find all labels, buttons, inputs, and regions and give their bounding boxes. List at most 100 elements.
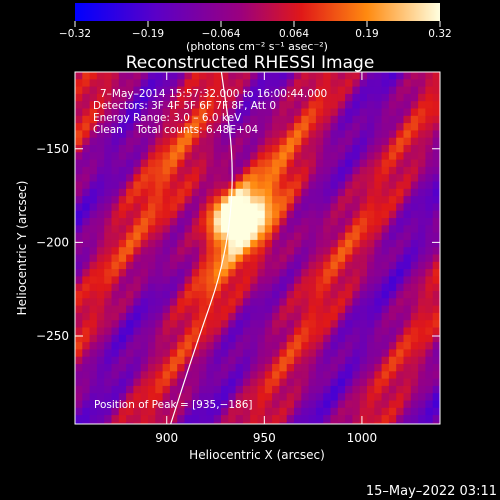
heatmap-cell (148, 364, 156, 372)
heatmap-cell (126, 152, 134, 160)
heatmap-cell (425, 349, 434, 358)
heatmap-cell (345, 334, 353, 343)
heatmap-cell (228, 123, 236, 131)
heatmap-cell (177, 247, 185, 255)
heatmap-cell (235, 225, 244, 233)
heatmap-cell (301, 276, 309, 285)
heatmap-cell (352, 174, 361, 182)
heatmap-cell (111, 261, 120, 270)
heatmap-cell (242, 86, 251, 95)
heatmap-cell (308, 108, 317, 117)
heatmap-cell (155, 130, 163, 139)
heatmap-cell (89, 269, 98, 277)
heatmap-cell (228, 145, 236, 153)
heatmap-cell (279, 371, 288, 379)
heatmap-cell (228, 269, 236, 277)
heatmap-cell (213, 174, 222, 182)
heatmap-cell (228, 356, 236, 365)
heatmap-cell (111, 108, 120, 117)
heatmap-cell (330, 210, 339, 219)
heatmap-cell (403, 86, 412, 95)
heatmap-cell (184, 86, 193, 95)
heatmap-cell (403, 203, 412, 212)
heatmap-cell (228, 218, 236, 226)
heatmap-cell (250, 298, 258, 306)
heatmap-cell (330, 400, 339, 409)
heatmap-cell (199, 247, 207, 255)
heatmap-cell (359, 174, 368, 182)
heatmap-cell (396, 261, 404, 270)
heatmap-cell (345, 364, 353, 372)
heatmap-cell (75, 203, 83, 212)
heatmap-cell (140, 239, 149, 248)
heatmap-cell (213, 166, 222, 175)
heatmap-cell (235, 79, 244, 87)
heatmap-cell (213, 320, 222, 328)
heatmap-cell (148, 203, 156, 212)
heatmap-cell (177, 393, 185, 401)
heatmap-cell (184, 400, 193, 409)
heatmap-cell (89, 400, 98, 409)
heatmap-cell (330, 312, 339, 321)
heatmap-cell (118, 393, 127, 401)
heatmap-cell (96, 400, 105, 409)
heatmap-cell (425, 378, 434, 387)
heatmap-cell (82, 327, 90, 336)
heatmap-cell (235, 291, 244, 299)
heatmap-cell (308, 130, 317, 139)
heatmap-cell (359, 137, 368, 146)
heatmap-cell (264, 320, 273, 328)
heatmap-cell (359, 385, 368, 394)
heatmap-cell (308, 261, 317, 270)
heatmap-cell (104, 305, 112, 314)
heatmap-cell (169, 407, 178, 416)
heatmap-cell (367, 130, 375, 139)
heatmap-cell (352, 261, 361, 270)
heatmap-cell (242, 181, 251, 190)
heatmap-cell (191, 159, 200, 168)
heatmap-cell (140, 72, 149, 80)
heatmap-cell (374, 312, 382, 321)
heatmap-cell (221, 166, 229, 175)
heatmap-cell (162, 291, 171, 299)
heatmap-cell (388, 72, 397, 80)
heatmap-cell (279, 152, 288, 160)
heatmap-cell (82, 196, 90, 204)
heatmap-cell (301, 385, 309, 394)
heatmap-cell (381, 232, 390, 241)
heatmap-cell (403, 174, 412, 182)
heatmap-cell (162, 342, 171, 350)
heatmap-cell (82, 137, 90, 146)
heatmap-cell (286, 225, 295, 233)
heatmap-cell (96, 349, 105, 358)
heatmap-cell (323, 210, 331, 219)
heatmap-cell (264, 218, 273, 226)
heatmap-cell (155, 422, 163, 424)
heatmap-cell (235, 159, 244, 168)
heatmap-cell (396, 130, 404, 139)
heatmap-cell (418, 422, 426, 424)
heatmap-cell (257, 407, 266, 416)
heatmap-cell (257, 72, 266, 80)
heatmap-cell (264, 356, 273, 365)
heatmap-cell (323, 407, 331, 416)
heatmap-cell (367, 407, 375, 416)
heatmap-cell (133, 225, 142, 233)
heatmap-cell (257, 166, 266, 175)
heatmap-cell (286, 356, 295, 365)
heatmap-cell (272, 312, 280, 321)
heatmap-cell (221, 364, 229, 372)
heatmap-cell (250, 239, 258, 248)
heatmap-cell (279, 174, 288, 182)
heatmap-cell (308, 232, 317, 241)
heatmap-cell (396, 247, 404, 255)
heatmap-cell (308, 291, 317, 299)
heatmap-cell (235, 130, 244, 139)
heatmap-cell (118, 400, 127, 409)
heatmap-cell (381, 152, 390, 160)
heatmap-cell (169, 93, 178, 102)
heatmap-cell (133, 166, 142, 175)
heatmap-cell (133, 261, 142, 270)
heatmap-cell (118, 305, 127, 314)
heatmap-cell (272, 218, 280, 226)
